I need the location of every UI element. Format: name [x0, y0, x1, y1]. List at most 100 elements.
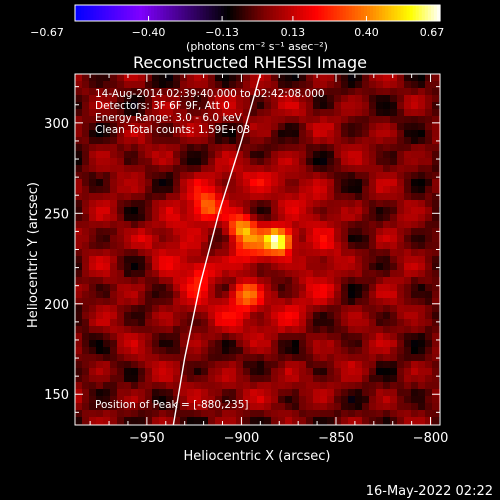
heatmap-pixel	[229, 326, 236, 333]
heatmap-pixel	[313, 95, 320, 102]
heatmap-pixel	[271, 235, 278, 242]
heatmap-pixel	[341, 312, 348, 319]
heatmap-pixel	[334, 200, 341, 207]
heatmap-pixel	[89, 95, 96, 102]
heatmap-pixel	[271, 193, 278, 200]
heatmap-pixel	[103, 214, 110, 221]
heatmap-pixel	[404, 389, 411, 396]
heatmap-pixel	[278, 354, 285, 361]
heatmap-pixel	[334, 305, 341, 312]
heatmap-pixel	[117, 326, 124, 333]
heatmap-pixel	[96, 389, 103, 396]
heatmap-pixel	[152, 410, 159, 417]
heatmap-pixel	[250, 116, 257, 123]
heatmap-pixel	[159, 312, 166, 319]
heatmap-pixel	[320, 109, 327, 116]
heatmap-pixel	[390, 109, 397, 116]
heatmap-pixel	[131, 123, 138, 130]
heatmap-pixel	[425, 158, 432, 165]
heatmap-pixel	[278, 144, 285, 151]
heatmap-pixel	[236, 326, 243, 333]
colorbar-segment	[178, 5, 183, 21]
heatmap-pixel	[208, 389, 215, 396]
heatmap-pixel	[152, 333, 159, 340]
heatmap-pixel	[103, 207, 110, 214]
peak-position-label: Position of Peak = [-880,235]	[95, 399, 249, 411]
heatmap-pixel	[124, 333, 131, 340]
heatmap-pixel	[208, 354, 215, 361]
heatmap-pixel	[96, 256, 103, 263]
heatmap-pixel	[75, 326, 82, 333]
colorbar-segment	[96, 5, 100, 21]
heatmap-pixel	[348, 291, 355, 298]
heatmap-pixel	[306, 270, 313, 277]
heatmap-pixel	[229, 95, 236, 102]
heatmap-pixel	[411, 270, 418, 277]
heatmap-pixel	[299, 333, 306, 340]
y-tick-label: 200	[44, 298, 69, 313]
heatmap-pixel	[173, 305, 180, 312]
heatmap-pixel	[75, 417, 82, 424]
heatmap-pixel	[110, 382, 117, 389]
heatmap-pixel	[110, 326, 117, 333]
heatmap-pixel	[369, 326, 376, 333]
heatmap-pixel	[222, 151, 229, 158]
heatmap-pixel	[75, 354, 82, 361]
heatmap-pixel	[187, 410, 194, 417]
heatmap-pixel	[432, 249, 439, 256]
heatmap-pixel	[250, 102, 257, 109]
heatmap-pixel	[187, 200, 194, 207]
heatmap-pixel	[285, 389, 292, 396]
heatmap-pixel	[362, 95, 369, 102]
heatmap-pixel	[138, 151, 145, 158]
heatmap-pixel	[320, 256, 327, 263]
heatmap-pixel	[180, 319, 187, 326]
heatmap-pixel	[257, 249, 264, 256]
heatmap-pixel	[348, 417, 355, 424]
heatmap-pixel	[334, 235, 341, 242]
heatmap-pixel	[313, 305, 320, 312]
heatmap-pixel	[390, 340, 397, 347]
heatmap-pixel	[145, 333, 152, 340]
heatmap-pixel	[362, 249, 369, 256]
heatmap-pixel	[362, 263, 369, 270]
heatmap-pixel	[320, 102, 327, 109]
heatmap-pixel	[306, 305, 313, 312]
heatmap-pixel	[411, 354, 418, 361]
heatmap-pixel	[418, 109, 425, 116]
heatmap-pixel	[110, 361, 117, 368]
heatmap-pixel	[327, 410, 334, 417]
heatmap-pixel	[320, 172, 327, 179]
heatmap-pixel	[89, 403, 96, 410]
heatmap-pixel	[110, 249, 117, 256]
heatmap-pixel	[341, 186, 348, 193]
heatmap-pixel	[117, 396, 124, 403]
heatmap-pixel	[306, 396, 313, 403]
heatmap-pixel	[285, 151, 292, 158]
heatmap-pixel	[348, 172, 355, 179]
heatmap-pixel	[89, 214, 96, 221]
heatmap-pixel	[383, 123, 390, 130]
heatmap-pixel	[390, 375, 397, 382]
heatmap-pixel	[383, 333, 390, 340]
heatmap-pixel	[96, 368, 103, 375]
heatmap-pixel	[404, 172, 411, 179]
heatmap-pixel	[362, 375, 369, 382]
heatmap-pixel	[278, 417, 285, 424]
heatmap-pixel	[180, 312, 187, 319]
heatmap-pixel	[243, 109, 250, 116]
heatmap-pixel	[341, 172, 348, 179]
heatmap-pixel	[299, 361, 306, 368]
heatmap-pixel	[264, 277, 271, 284]
heatmap-pixel	[362, 109, 369, 116]
heatmap-pixel	[117, 242, 124, 249]
heatmap-pixel	[397, 291, 404, 298]
heatmap-pixel	[96, 347, 103, 354]
heatmap-pixel	[299, 179, 306, 186]
heatmap-pixel	[208, 200, 215, 207]
heatmap-pixel	[397, 102, 404, 109]
heatmap-pixel	[75, 179, 82, 186]
heatmap-pixel	[236, 347, 243, 354]
heatmap-pixel	[159, 123, 166, 130]
heatmap-pixel	[320, 298, 327, 305]
